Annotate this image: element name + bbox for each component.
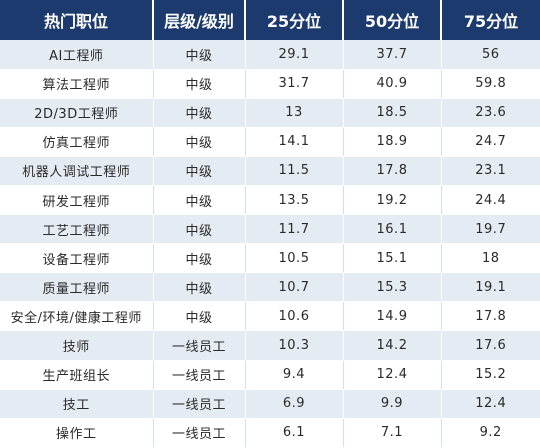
cell-level: 中级 <box>153 272 246 303</box>
cell-p75: 23.6 <box>441 98 540 128</box>
cell-p75: 15.2 <box>441 360 540 390</box>
cell-level: 中级 <box>153 301 246 332</box>
cell-p25: 14.1 <box>245 127 344 157</box>
table-row: 生产班组长 一线员工 9.4 12.4 15.2 <box>0 360 540 390</box>
cell-p75: 9.2 <box>441 418 540 448</box>
cell-p75: 24.4 <box>441 185 540 216</box>
table-row: 质量工程师 中级 10.7 15.3 19.1 <box>0 272 540 303</box>
cell-level: 一线员工 <box>153 360 246 390</box>
cell-p50: 40.9 <box>343 69 442 99</box>
table-row: AI工程师 中级 29.1 37.7 56 <box>0 40 540 70</box>
cell-p50: 15.3 <box>343 272 442 303</box>
column-header-level: 层级/级别 <box>153 0 246 40</box>
cell-level: 中级 <box>153 69 246 99</box>
column-header-p25: 25分位 <box>245 0 344 40</box>
cell-p50: 12.4 <box>343 360 442 390</box>
cell-p25: 13 <box>245 98 344 128</box>
cell-level: 中级 <box>153 98 246 128</box>
cell-p25: 10.6 <box>245 301 344 332</box>
cell-position: 仿真工程师 <box>0 127 154 157</box>
cell-position: 安全/环境/健康工程师 <box>0 301 154 332</box>
cell-p50: 16.1 <box>343 214 442 245</box>
cell-p50: 9.9 <box>343 389 442 419</box>
cell-position: 工艺工程师 <box>0 214 154 245</box>
cell-level: 一线员工 <box>153 330 246 361</box>
cell-level: 一线员工 <box>153 418 246 448</box>
cell-p75: 56 <box>441 40 540 70</box>
cell-p25: 6.9 <box>245 389 344 419</box>
cell-p50: 14.9 <box>343 301 442 332</box>
table-row: 设备工程师 中级 10.5 15.1 18 <box>0 243 540 274</box>
cell-position: 操作工 <box>0 418 154 448</box>
cell-level: 中级 <box>153 214 246 245</box>
cell-p25: 31.7 <box>245 69 344 99</box>
cell-p75: 19.7 <box>441 214 540 245</box>
cell-p25: 11.5 <box>245 156 344 186</box>
column-header-p75: 75分位 <box>441 0 540 40</box>
cell-p75: 12.4 <box>441 389 540 419</box>
cell-position: 生产班组长 <box>0 360 154 390</box>
cell-p25: 13.5 <box>245 185 344 216</box>
cell-p75: 17.8 <box>441 301 540 332</box>
cell-p25: 29.1 <box>245 40 344 70</box>
table-row: 技工 一线员工 6.9 9.9 12.4 <box>0 389 540 419</box>
cell-position: 技师 <box>0 330 154 361</box>
cell-p25: 9.4 <box>245 360 344 390</box>
cell-p50: 37.7 <box>343 40 442 70</box>
cell-p75: 18 <box>441 243 540 274</box>
cell-position: 研发工程师 <box>0 185 154 216</box>
cell-p50: 14.2 <box>343 330 442 361</box>
cell-p50: 19.2 <box>343 185 442 216</box>
table-row: 研发工程师 中级 13.5 19.2 24.4 <box>0 185 540 216</box>
cell-position: AI工程师 <box>0 40 154 70</box>
table-row: 操作工 一线员工 6.1 7.1 9.2 <box>0 418 540 448</box>
cell-p75: 59.8 <box>441 69 540 99</box>
table-row: 仿真工程师 中级 14.1 18.9 24.7 <box>0 127 540 157</box>
cell-p50: 17.8 <box>343 156 442 186</box>
cell-p50: 15.1 <box>343 243 442 274</box>
cell-level: 一线员工 <box>153 389 246 419</box>
table-row: 工艺工程师 中级 11.7 16.1 19.7 <box>0 214 540 245</box>
cell-position: 2D/3D工程师 <box>0 98 154 128</box>
cell-p25: 11.7 <box>245 214 344 245</box>
cell-position: 机器人调试工程师 <box>0 156 154 186</box>
cell-p25: 6.1 <box>245 418 344 448</box>
cell-level: 中级 <box>153 40 246 70</box>
cell-p25: 10.5 <box>245 243 344 274</box>
cell-p25: 10.7 <box>245 272 344 303</box>
table-row: 技师 一线员工 10.3 14.2 17.6 <box>0 330 540 361</box>
cell-p75: 23.1 <box>441 156 540 186</box>
cell-position: 技工 <box>0 389 154 419</box>
cell-level: 中级 <box>153 156 246 186</box>
table-body: AI工程师 中级 29.1 37.7 56 算法工程师 中级 31.7 40.9 59.8 2D/3… <box>0 40 540 448</box>
cell-p50: 7.1 <box>343 418 442 448</box>
cell-level: 中级 <box>153 127 246 157</box>
table-row: 机器人调试工程师 中级 11.5 17.8 23.1 <box>0 156 540 186</box>
cell-p75: 24.7 <box>441 127 540 157</box>
cell-p25: 10.3 <box>245 330 344 361</box>
table-row: 安全/环境/健康工程师 中级 10.6 14.9 17.8 <box>0 301 540 332</box>
cell-position: 设备工程师 <box>0 243 154 274</box>
cell-level: 中级 <box>153 243 246 274</box>
cell-p75: 17.6 <box>441 330 540 361</box>
cell-position: 质量工程师 <box>0 272 154 303</box>
column-header-position: 热门职位 <box>0 0 154 40</box>
cell-p50: 18.9 <box>343 127 442 157</box>
column-header-p50: 50分位 <box>343 0 442 40</box>
cell-p50: 18.5 <box>343 98 442 128</box>
cell-p75: 19.1 <box>441 272 540 303</box>
cell-level: 中级 <box>153 185 246 216</box>
table-row: 2D/3D工程师 中级 13 18.5 23.6 <box>0 98 540 128</box>
table-row: 算法工程师 中级 31.7 40.9 59.8 <box>0 69 540 99</box>
cell-position: 算法工程师 <box>0 69 154 99</box>
header-row: 热门职位 层级/级别 25分位 50分位 75分位 <box>0 0 540 40</box>
